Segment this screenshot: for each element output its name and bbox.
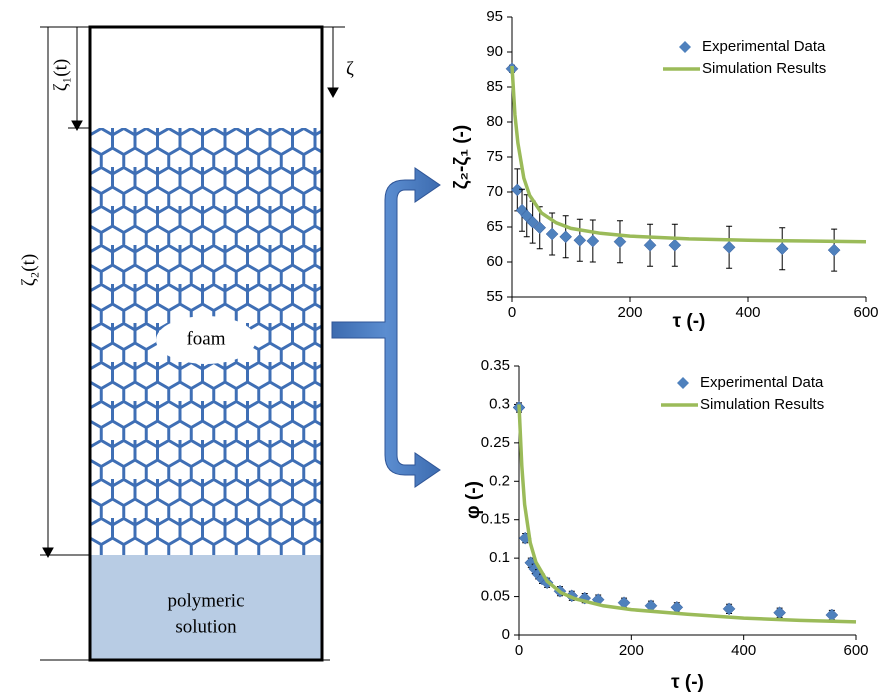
y-tick-label: 65 bbox=[486, 218, 503, 235]
charts: 55 60 65 70 75 80 85 90 95 0 200 400 600 τ (-) ζ₂-ζ₁ (… bbox=[451, 8, 879, 693]
x-axis-title: τ (-) bbox=[671, 672, 704, 693]
column-diagram: foam polymeric solution ζ₁(t) ζ₂(t) ζ bbox=[18, 25, 354, 662]
dimension-lines bbox=[40, 26, 345, 661]
data-point bbox=[722, 602, 736, 616]
y-tick-label: 0.3 bbox=[489, 395, 510, 412]
y-axis-title: ζ₂-ζ₁ (-) bbox=[451, 125, 472, 189]
x-axis-title: τ (-) bbox=[673, 311, 706, 332]
data-point bbox=[510, 183, 524, 197]
data-point bbox=[586, 234, 600, 248]
legend-label: Simulation Results bbox=[702, 60, 826, 77]
bracket-arrow bbox=[331, 167, 441, 488]
data-point bbox=[827, 243, 841, 257]
y-tick-label: 75 bbox=[486, 148, 503, 165]
y-tick-label: 0.05 bbox=[481, 588, 510, 605]
simulation-line bbox=[517, 404, 857, 624]
data-point bbox=[825, 608, 839, 622]
data-point bbox=[775, 242, 789, 256]
data-point bbox=[613, 235, 627, 249]
y-tick-label: 0.25 bbox=[481, 434, 510, 451]
data-point bbox=[722, 240, 736, 254]
y-tick-label: 0.15 bbox=[481, 511, 510, 528]
data-point bbox=[773, 606, 786, 620]
y-tick-label: 0.35 bbox=[481, 357, 510, 374]
x-tick-label: 0 bbox=[508, 304, 516, 321]
simulation-line bbox=[510, 65, 867, 244]
foam-label: foam bbox=[186, 328, 225, 349]
zeta-label: ζ bbox=[346, 58, 354, 79]
data-point bbox=[643, 238, 657, 252]
x-tick-label: 400 bbox=[735, 304, 760, 321]
y-tick-label: 55 bbox=[486, 288, 503, 305]
zeta2-label: ζ₂(t) bbox=[18, 254, 39, 286]
data-point bbox=[533, 221, 547, 235]
x-tick-label: 200 bbox=[617, 304, 642, 321]
y-tick-label: 85 bbox=[486, 78, 503, 95]
solution-label: solution bbox=[175, 616, 237, 637]
y-tick-label: 80 bbox=[486, 113, 503, 130]
zeta1-label: ζ₁(t) bbox=[50, 59, 71, 91]
x-tick-label: 600 bbox=[843, 642, 868, 659]
legend-label: Simulation Results bbox=[700, 396, 824, 413]
data-point bbox=[573, 233, 587, 247]
x-tick-label: 400 bbox=[731, 642, 756, 659]
data-point bbox=[545, 227, 559, 241]
y-axis-title: φ (-) bbox=[463, 481, 484, 519]
y-tick-label: 70 bbox=[486, 183, 503, 200]
data-point bbox=[526, 215, 540, 229]
x-tick-label: 0 bbox=[515, 642, 523, 659]
legend-marker bbox=[677, 377, 689, 389]
x-tick-label: 600 bbox=[853, 304, 878, 321]
y-tick-label: 95 bbox=[486, 8, 503, 25]
solution-region bbox=[90, 555, 322, 660]
solution-label: polymeric bbox=[167, 590, 244, 611]
legend-marker bbox=[679, 41, 691, 53]
data-point bbox=[559, 230, 573, 244]
y-tick-label: 0.2 bbox=[489, 472, 510, 489]
y-tick-label: 90 bbox=[486, 43, 503, 60]
y-tick-label: 0 bbox=[502, 626, 510, 643]
y-tick-label: 60 bbox=[486, 253, 503, 270]
legend-label: Experimental Data bbox=[702, 38, 826, 55]
legend-label: Experimental Data bbox=[700, 374, 824, 391]
y-tick-label: 0.1 bbox=[489, 549, 510, 566]
x-tick-label: 200 bbox=[619, 642, 644, 659]
data-point bbox=[668, 238, 682, 252]
foam-label-cloud bbox=[156, 316, 256, 364]
